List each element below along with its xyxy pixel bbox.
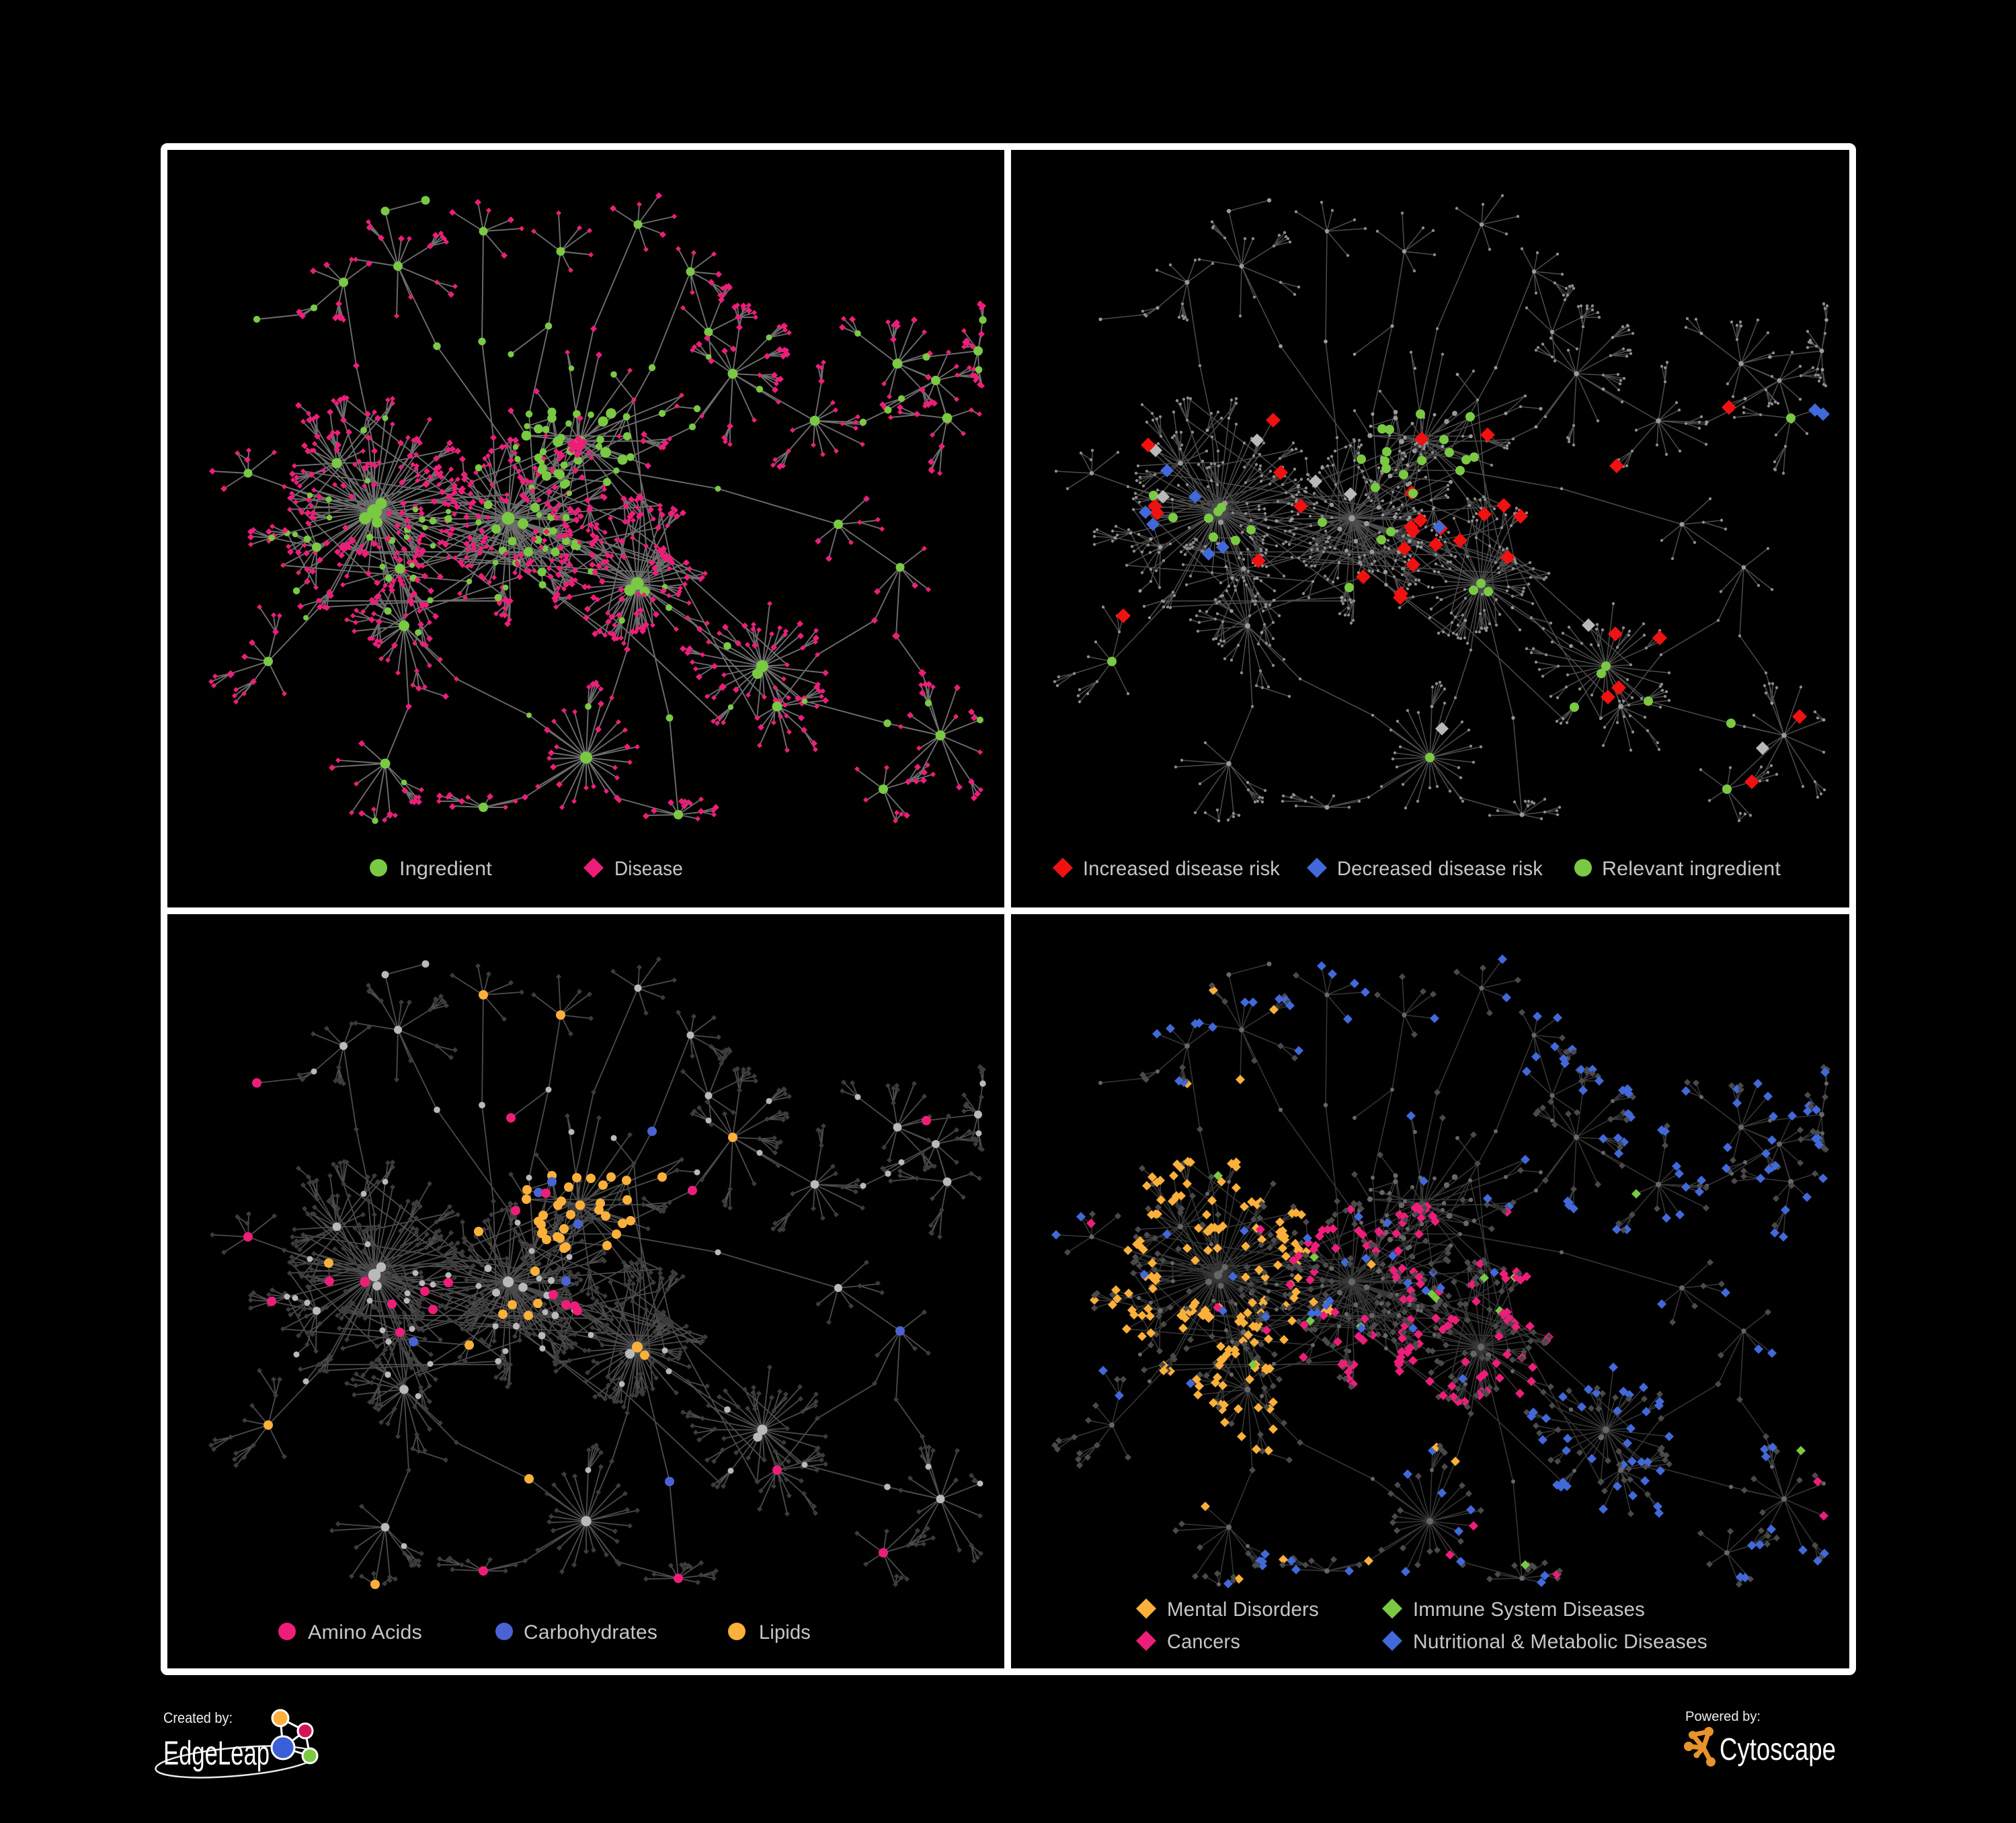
svg-text:Immune System Diseases: Immune System Diseases [1413, 1598, 1645, 1621]
svg-text:Cancers: Cancers [1167, 1631, 1240, 1653]
svg-text:EdgeLeap: EdgeLeap [163, 1734, 270, 1772]
svg-text:Decreased disease risk: Decreased disease risk [1337, 858, 1543, 880]
svg-text:Amino Acids: Amino Acids [308, 1621, 422, 1644]
svg-text:Created by:: Created by: [163, 1709, 233, 1726]
svg-text:Nutritional & Metabolic Diseas: Nutritional & Metabolic Diseases [1413, 1631, 1707, 1653]
svg-text:Increased disease risk: Increased disease risk [1083, 858, 1281, 880]
svg-text:Cytoscape: Cytoscape [1720, 1732, 1836, 1767]
svg-text:Disease: Disease [614, 858, 683, 880]
svg-text:Carbohydrates: Carbohydrates [524, 1621, 657, 1644]
svg-text:Lipids: Lipids [759, 1621, 811, 1644]
svg-text:Ingredient: Ingredient [399, 858, 492, 880]
svg-text:Powered by:: Powered by: [1685, 1709, 1761, 1724]
svg-text:Relevant ingredient: Relevant ingredient [1602, 858, 1781, 880]
svg-text:Mental Disorders: Mental Disorders [1167, 1598, 1319, 1621]
